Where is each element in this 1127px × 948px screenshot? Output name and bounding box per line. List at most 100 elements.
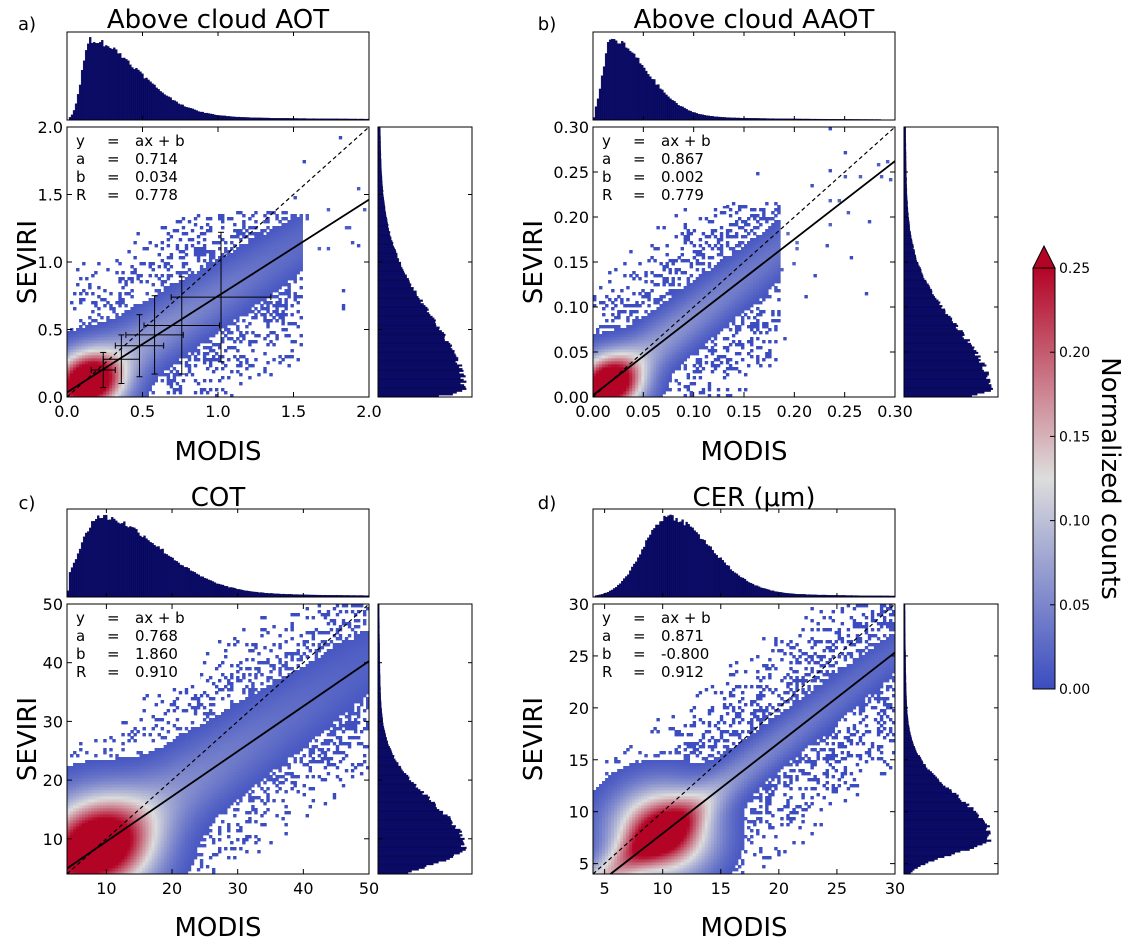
heatmap-cell (744, 304, 747, 307)
heatmap-cell (665, 349, 668, 352)
heatmap-cell (729, 319, 732, 322)
heatmap-cell (97, 346, 100, 349)
heatmap-cell (741, 322, 744, 325)
top-histogram-bar (144, 79, 146, 120)
heatmap-cell (212, 370, 215, 373)
heatmap-cell (121, 391, 124, 394)
heatmap-cell (650, 244, 653, 247)
heatmap-cell (351, 241, 354, 244)
heatmap-cell (73, 334, 76, 337)
top-histogram-bar (73, 110, 75, 120)
heatmap-cell (765, 253, 768, 256)
heatmap-cell (161, 295, 164, 298)
heatmap-cell (690, 262, 693, 265)
heatmap-cell (88, 364, 91, 367)
heatmap-cell (209, 364, 212, 367)
heatmap-cell (287, 223, 290, 226)
heatmap-cell (705, 298, 708, 301)
heatmap-cell (753, 259, 756, 262)
heatmap-cell (696, 280, 699, 283)
heatmap-cell (656, 274, 659, 277)
heatmap-cell (593, 373, 596, 376)
heatmap-cell (771, 241, 774, 244)
heatmap-cell (103, 343, 106, 346)
heatmap-cell (251, 256, 254, 259)
heatmap-cell (294, 322, 297, 325)
heatmap-cell (146, 385, 149, 388)
heatmap-cell (224, 241, 227, 244)
heatmap-cell (275, 310, 278, 313)
heatmap-cell (753, 301, 756, 304)
heatmap-cell (263, 274, 266, 277)
heatmap-cell (747, 292, 750, 295)
right-histogram-bar (378, 213, 386, 215)
heatmap-cell (665, 301, 668, 304)
heatmap-cell (88, 343, 91, 346)
heatmap-cell (170, 340, 173, 343)
heatmap-cell (194, 250, 197, 253)
heatmap-cell (759, 277, 762, 280)
heatmap-cell (272, 262, 275, 265)
heatmap-cell (254, 253, 257, 256)
heatmap-cell (659, 349, 662, 352)
heatmap-cell (200, 319, 203, 322)
heatmap-cell (239, 382, 242, 385)
heatmap-cell (632, 346, 635, 349)
heatmap-cell (245, 313, 248, 316)
heatmap-cell (672, 367, 675, 370)
heatmap-cell (287, 229, 290, 232)
heatmap-cell (209, 256, 212, 259)
heatmap-cell (176, 373, 179, 376)
heatmap-cell (139, 385, 142, 388)
right-histogram-bar (378, 352, 454, 354)
heatmap-cell (602, 331, 605, 334)
heatmap-cell (136, 385, 139, 388)
heatmap-cell (720, 328, 723, 331)
heatmap-cell (738, 286, 741, 289)
heatmap-cell (124, 361, 127, 364)
heatmap-cell (738, 352, 741, 355)
heatmap-cell (774, 280, 777, 283)
heatmap-cell (290, 223, 293, 226)
heatmap-cell (185, 271, 188, 274)
heatmap-cell (294, 238, 297, 241)
heatmap-cell (146, 373, 149, 376)
heatmap-cell (133, 322, 136, 325)
heatmap-cell (70, 346, 73, 349)
heatmap-cell (100, 337, 103, 340)
heatmap-cell (717, 277, 720, 280)
heatmap-cell (702, 322, 705, 325)
heatmap-cell (158, 337, 161, 340)
heatmap-cell (239, 310, 242, 313)
heatmap-cell (653, 391, 656, 394)
heatmap-cell (644, 280, 647, 283)
heatmap-cell (696, 253, 699, 256)
heatmap-cell (656, 283, 659, 286)
heatmap-cell (152, 268, 155, 271)
heatmap-cell (170, 283, 173, 286)
heatmap-cell (290, 340, 293, 343)
heatmap-cell (774, 325, 777, 328)
heatmap-cell (91, 349, 94, 352)
heatmap-cell (599, 355, 602, 358)
heatmap-cell (185, 337, 188, 340)
heatmap-cell (711, 352, 714, 355)
heatmap-cell (644, 331, 647, 334)
heatmap-cell (777, 256, 780, 259)
heatmap-cell (182, 232, 185, 235)
heatmap-cell (750, 241, 753, 244)
heatmap-cell (617, 388, 620, 391)
heatmap-cell (194, 289, 197, 292)
heatmap-cell (656, 382, 659, 385)
heatmap-cell (257, 292, 260, 295)
heatmap-cell (275, 268, 278, 271)
top-histogram-bar (75, 104, 77, 120)
heatmap-cell (158, 316, 161, 319)
heatmap-cell (717, 292, 720, 295)
heatmap-cell (726, 262, 729, 265)
heatmap-cell (290, 274, 293, 277)
heatmap-cell (91, 355, 94, 358)
heatmap-cell (161, 319, 164, 322)
heatmap-cell (143, 373, 146, 376)
heatmap-cell (212, 322, 215, 325)
